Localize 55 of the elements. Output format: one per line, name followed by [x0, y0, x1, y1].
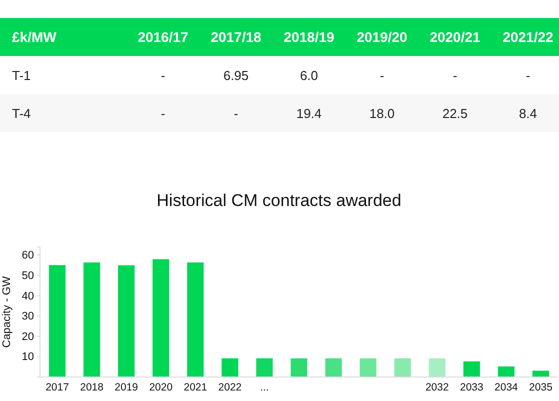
category-label: 2017/18	[210, 29, 262, 45]
text: £k/MW	[12, 29, 58, 45]
text: -	[526, 68, 530, 83]
category-label: 2021/22	[502, 29, 554, 45]
y-tick-label: 20	[22, 330, 34, 343]
bar	[187, 262, 204, 377]
y-tick-label: 40	[22, 290, 34, 302]
bar	[394, 358, 411, 377]
y-tick-label: 10	[22, 351, 34, 364]
text: 18.0	[369, 106, 395, 121]
x-tick-label: 2019	[114, 381, 138, 394]
text: 19.4	[296, 106, 322, 121]
x-tick-label: 2017	[46, 381, 70, 394]
text: -	[234, 106, 238, 121]
bar	[290, 358, 308, 377]
bar	[463, 361, 480, 377]
bar	[118, 265, 135, 377]
bar	[256, 358, 273, 377]
text: 6.0	[300, 68, 318, 83]
category-label: T-4	[12, 106, 31, 121]
bar	[428, 358, 446, 377]
x-tick-label: 2033	[460, 381, 484, 394]
text: -	[380, 68, 384, 83]
category-label: 2019/20	[356, 29, 408, 45]
category-label: T-1	[12, 68, 31, 83]
text: -	[160, 106, 166, 121]
category-label: 2018/19	[284, 29, 335, 45]
text: 6.95	[223, 68, 249, 83]
bar	[360, 358, 376, 377]
bar	[48, 265, 66, 377]
x-tick-label: 2020	[149, 381, 173, 394]
x-tick-label: ...	[260, 381, 269, 394]
y-axis-title: Capacity - GW	[1, 276, 13, 348]
text: -	[160, 68, 166, 83]
x-tick-label: 2032	[425, 381, 449, 394]
bar	[325, 358, 342, 377]
x-tick-label: 2022	[218, 381, 242, 394]
bar	[498, 366, 514, 377]
x-tick-label: 2018	[80, 381, 104, 394]
y-tick-label: 50	[22, 270, 34, 282]
bar	[222, 358, 238, 377]
x-tick-label: 2034	[494, 381, 518, 394]
x-tick-label: 2035	[529, 381, 553, 394]
category-label: 2016/17	[138, 29, 189, 45]
text: 8.4	[518, 106, 538, 121]
chart-title: Historical CM contracts awarded	[156, 191, 402, 210]
y-tick-label: 60	[22, 250, 34, 262]
text: -	[452, 68, 458, 83]
x-tick-label: 2021	[184, 381, 208, 394]
bar	[532, 370, 550, 377]
text: 22.5	[442, 106, 468, 121]
category-label: 2020/21	[430, 29, 481, 45]
bar	[152, 259, 170, 377]
bar	[84, 262, 100, 377]
y-tick-label: 30	[22, 310, 34, 323]
